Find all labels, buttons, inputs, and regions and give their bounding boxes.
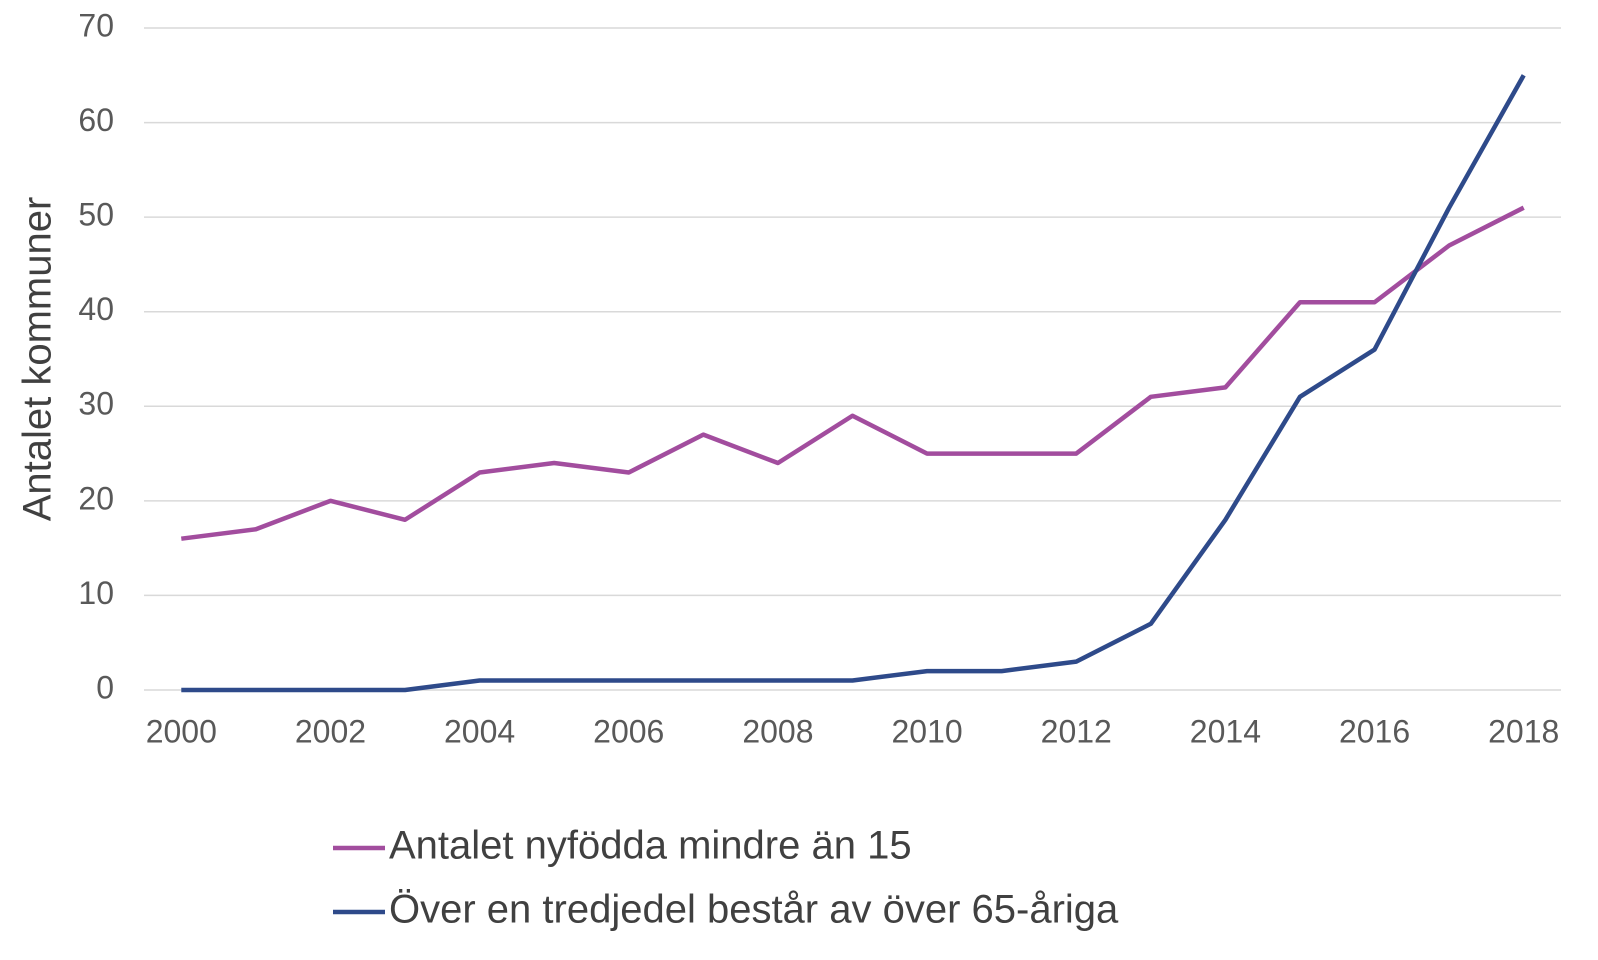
- y-tick-label: 30: [78, 386, 114, 422]
- y-tick-label: 60: [78, 102, 114, 138]
- x-tick-label: 2010: [891, 713, 962, 749]
- y-tick-label: 20: [78, 480, 114, 516]
- x-tick-label: 2008: [742, 713, 813, 749]
- x-tick-label: 2004: [444, 713, 515, 749]
- series-line: [181, 205, 1525, 541]
- x-tick-label: 2006: [593, 713, 664, 749]
- y-tick-label: 10: [78, 575, 114, 611]
- x-tick-label: 2000: [146, 713, 217, 749]
- x-tick-label: 2014: [1190, 713, 1261, 749]
- y-tick-label: 50: [78, 197, 114, 233]
- legend-label: Över en tredjedel består av över 65-årig…: [389, 888, 1119, 932]
- y-tick-label: 70: [78, 7, 114, 43]
- x-tick-label: 2002: [295, 713, 366, 749]
- legend-label: Antalet nyfödda mindre än 15: [389, 824, 912, 868]
- series-line: [181, 74, 1526, 693]
- x-tick-label: 2018: [1488, 713, 1559, 749]
- y-tick-label: 0: [96, 669, 114, 705]
- x-tick-label: 2016: [1339, 713, 1410, 749]
- x-tick-label: 2012: [1041, 713, 1112, 749]
- y-tick-label: 40: [78, 291, 114, 327]
- y-axis-title: Antalet kommuner: [16, 197, 60, 522]
